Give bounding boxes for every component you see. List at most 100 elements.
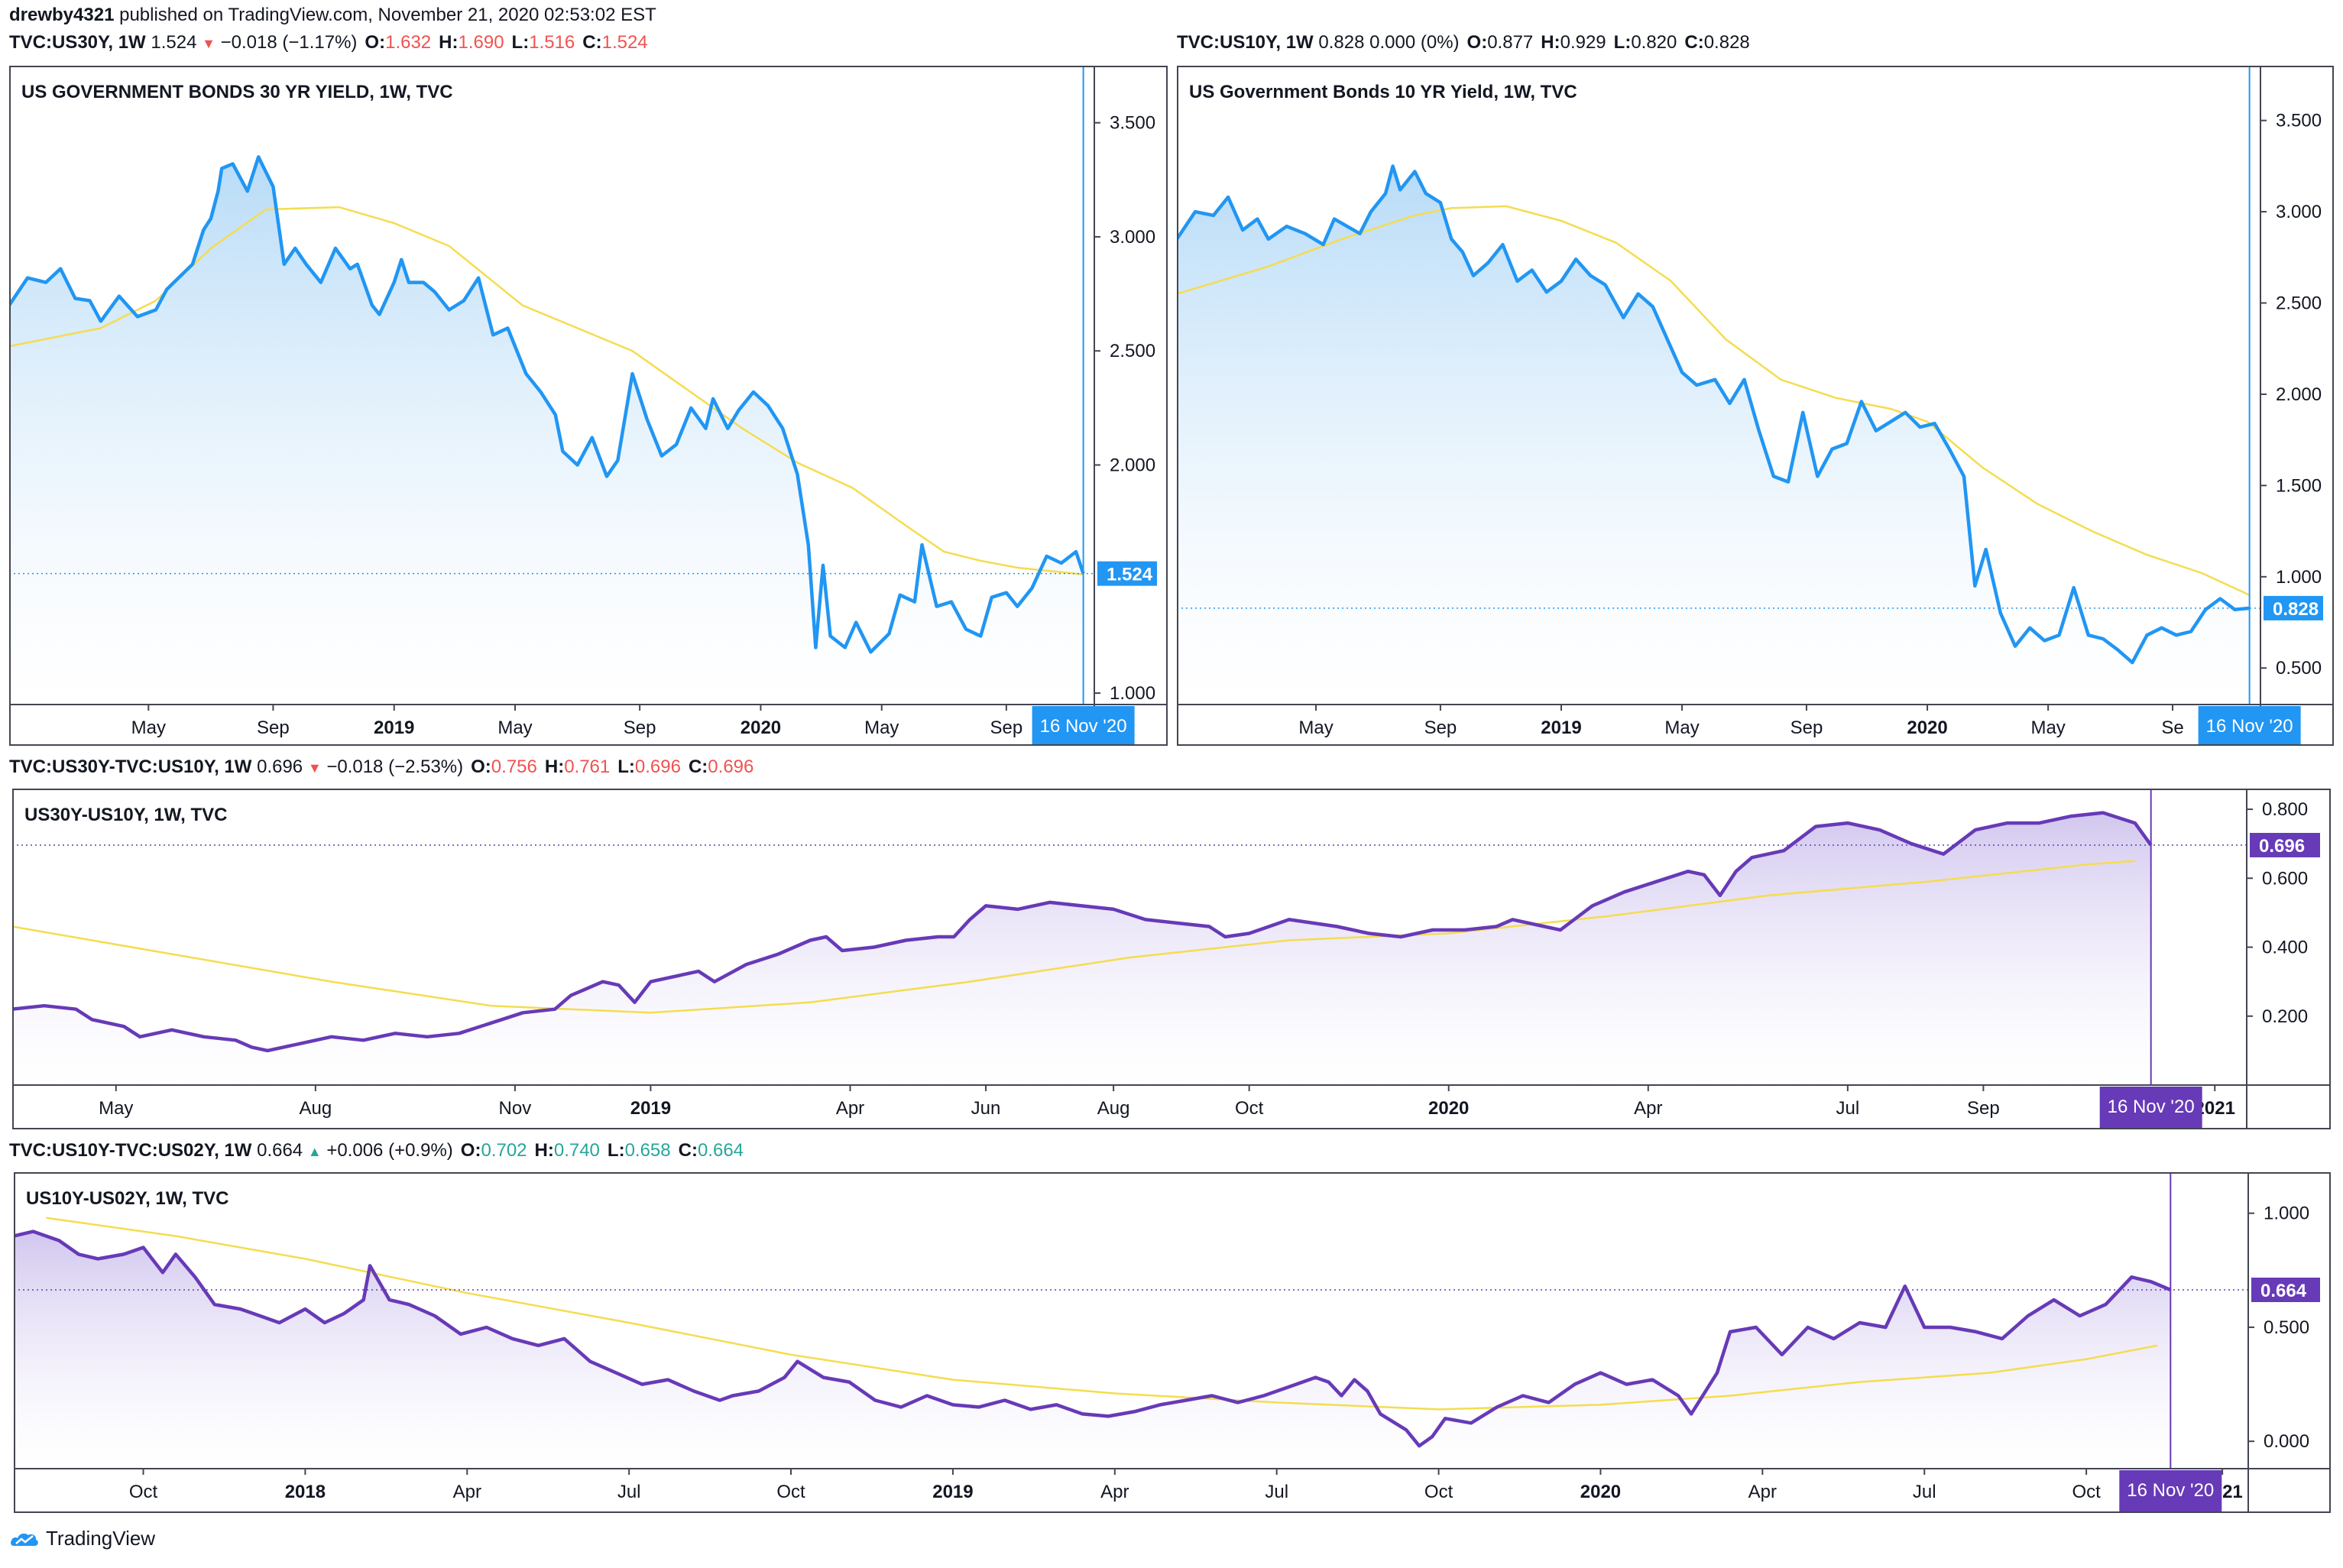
x-tick-label: 2019 — [932, 1482, 973, 1502]
chart-pane-us30y[interactable]: 3.500 3.000 2.500 2.000 1.000 May Sep 2019 May Se… — [9, 66, 1168, 746]
x-tick-label: Jul — [1913, 1482, 1936, 1502]
header-value-o: 1.632 — [385, 32, 432, 53]
change-up-icon: ▲ — [307, 1144, 322, 1159]
x-tick-label: Jun — [971, 1098, 1001, 1119]
header-label-o: O: — [365, 32, 386, 53]
x-tick-label: Sep — [1967, 1098, 2000, 1119]
x-tick-label: 2020 — [1580, 1482, 1621, 1502]
y-tick-label: 0.000 — [2264, 1431, 2309, 1452]
publisher-line: drewby4321 published on TradingView.com,… — [9, 5, 656, 26]
x-tick-label: Apr — [1748, 1482, 1777, 1502]
header-label-o: O: — [1466, 32, 1488, 53]
last-value-label: 1.524 — [1097, 561, 1157, 586]
x-tick-label: May — [864, 718, 899, 738]
change-down-icon: ▼ — [202, 36, 216, 51]
x-tick-label: 2019 — [630, 1098, 671, 1119]
x-tick-label: 2019 — [374, 718, 414, 738]
y-tick-label: 0.200 — [2262, 1006, 2308, 1027]
header-symbol: TVC:US10Y, 1W — [1177, 32, 1314, 53]
y-tick-label: 0.600 — [2262, 868, 2308, 889]
moving-average-line — [12, 860, 2135, 1014]
header-label-o: O: — [460, 1140, 481, 1161]
chart-title: US GOVERNMENT BONDS 30 YR YIELD, 1W, TVC — [21, 82, 453, 102]
plot-area[interactable] — [9, 155, 1085, 705]
last-value-label: 0.828 — [2264, 595, 2323, 620]
header-us30y-us10y: TVC:US30Y-TVC:US10Y, 1W 0.696 ▼ −0.018 (… — [9, 756, 753, 778]
tradingview-logo-icon — [11, 1533, 38, 1546]
header-label-c: C: — [1684, 32, 1704, 53]
series-area-fill — [14, 1231, 2171, 1469]
x-tick-label: Oct — [1424, 1482, 1453, 1502]
x-tick-label: Aug — [299, 1098, 332, 1119]
publisher-user[interactable]: drewby4321 — [9, 5, 115, 25]
header-symbol: TVC:US10Y-TVC:US02Y, 1W — [9, 1140, 252, 1161]
series-line — [9, 155, 1085, 654]
x-tick-label: May — [99, 1098, 133, 1119]
tradingview-logo[interactable]: TradingView — [9, 1527, 155, 1550]
last-value-label: 0.696 — [2250, 832, 2320, 857]
x-tick-label: 2019 — [1541, 718, 1581, 738]
header-us10y: TVC:US10Y, 1W 0.828 0.000 (0%) O:0.877 H:0… — [1177, 32, 1750, 53]
header-value-o: 0.702 — [481, 1140, 527, 1161]
header-label-c: C: — [678, 1140, 698, 1161]
header-label-h: H: — [1541, 32, 1560, 53]
x-tick-label: May — [497, 718, 532, 738]
x-tick-label: 2020 — [1907, 718, 1947, 738]
y-tick-label: 0.500 — [2276, 658, 2322, 679]
x-tick-label: May — [1298, 718, 1333, 738]
header-label-o: O: — [471, 756, 491, 777]
x-tick-label: 2020 — [740, 718, 781, 738]
header-value-c: 1.524 — [601, 32, 648, 53]
y-tick-label: 2.000 — [2276, 384, 2322, 405]
header-change: +0.006 (+0.9%) — [326, 1140, 453, 1161]
x-tick-label: Apr — [1100, 1482, 1129, 1502]
crosshair-date-label: 16 Nov '20 — [2198, 706, 2301, 744]
y-tick-label: 1.000 — [2276, 567, 2322, 588]
header-value-h: 0.761 — [564, 756, 611, 777]
header-value-l: 0.696 — [634, 756, 681, 777]
moving-average-line — [1177, 205, 2251, 596]
header-label-h: H: — [439, 32, 459, 53]
header-value-l: 0.820 — [1631, 32, 1677, 53]
header-change: −0.018 (−1.17%) — [220, 32, 358, 53]
y-tick-label: 0.500 — [2264, 1317, 2309, 1338]
header-value-h: 0.929 — [1560, 32, 1606, 53]
plot-area[interactable] — [12, 811, 2153, 1085]
header-label-l: L: — [607, 1140, 625, 1161]
crosshair-date-text: 16 Nov '20 — [2206, 716, 2293, 737]
x-tick-label: Apr — [836, 1098, 864, 1119]
header-value-h: 0.740 — [553, 1140, 600, 1161]
header-label-c: C: — [688, 756, 708, 777]
x-tick-label: May — [131, 718, 166, 738]
plot-area[interactable] — [14, 1216, 2172, 1469]
header-label-c: C: — [582, 32, 602, 53]
header-label-h: H: — [534, 1140, 554, 1161]
chart-pane-us10y-us02y[interactable]: 1.000 0.500 0.000 Oct 2018 Apr Jul Oct 2019 Apr Ju… — [14, 1172, 2331, 1513]
crosshair-date-label: 16 Nov '20 — [2099, 1087, 2202, 1128]
header-value-c: 0.828 — [1703, 32, 1750, 53]
x-tick-label: Aug — [1097, 1098, 1130, 1119]
plot-area[interactable] — [1177, 164, 2251, 705]
crosshair-date-label: 16 Nov '20 — [1032, 706, 1135, 744]
header-last-value: 0.828 — [1318, 32, 1365, 53]
header-change: −0.018 (−2.53%) — [326, 756, 464, 777]
header-value-c: 0.696 — [708, 756, 754, 777]
y-tick-label: 1.500 — [2276, 475, 2322, 496]
last-value-text: 1.524 — [1107, 565, 1153, 585]
x-tick-label: Sep — [990, 718, 1023, 738]
y-tick-label: 1.000 — [2264, 1204, 2309, 1224]
x-tick-label: Sep — [1424, 718, 1457, 738]
header-value-c: 0.664 — [697, 1140, 744, 1161]
series-line — [1177, 164, 2250, 665]
series-line — [12, 811, 2153, 1053]
change-down-icon: ▼ — [307, 760, 322, 776]
x-tick-label: 2020 — [1428, 1098, 1469, 1119]
header-last-value: 0.696 — [257, 756, 303, 777]
chart-pane-us30y-us10y[interactable]: 0.800 0.600 0.400 0.200 May Aug Nov 2019 Apr Jun A… — [12, 789, 2331, 1129]
x-tick-label: Apr — [453, 1482, 481, 1502]
chart-pane-us10y[interactable]: 3.500 3.000 2.500 2.000 1.500 1.000 0.500 May Se… — [1177, 66, 2334, 746]
tradingview-brand: TradingView — [46, 1527, 156, 1550]
y-tick-label: 0.800 — [2262, 799, 2308, 820]
last-value-text: 0.696 — [2259, 836, 2305, 857]
header-label-l: L: — [511, 32, 530, 53]
